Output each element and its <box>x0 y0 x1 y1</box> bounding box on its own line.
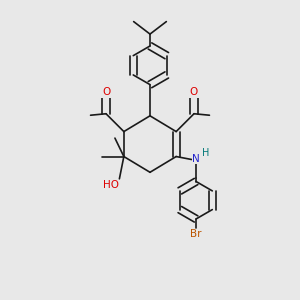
Text: N: N <box>192 154 200 164</box>
Text: O: O <box>190 87 198 97</box>
Text: HO: HO <box>103 180 119 190</box>
Text: O: O <box>102 87 110 97</box>
Text: H: H <box>202 148 209 158</box>
Text: Br: Br <box>190 230 202 239</box>
